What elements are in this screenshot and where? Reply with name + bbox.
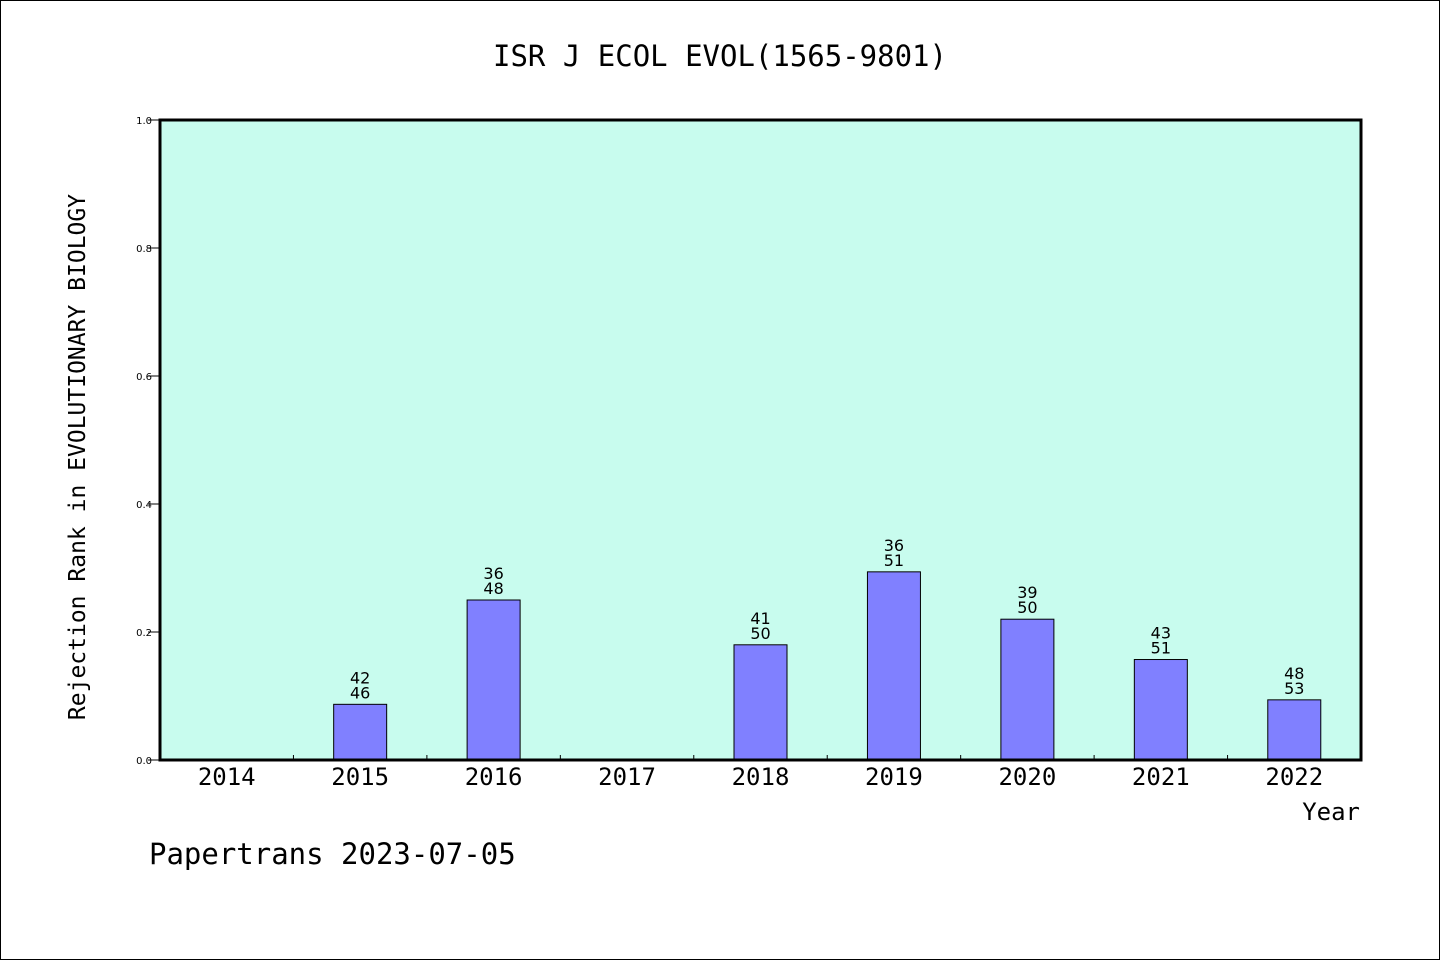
y-tick-label: 0.6 (136, 372, 152, 383)
bar-label-top: 41 (750, 609, 770, 628)
bar (1267, 699, 1322, 761)
bar (1133, 659, 1188, 761)
y-tick-label: 0.4 (136, 500, 152, 511)
y-tick-label: 0.8 (136, 244, 152, 255)
y-tick-label: 0.2 (136, 628, 152, 639)
x-tick-label: 2015 (331, 763, 389, 791)
y-axis: 0.0 0.2 0.4 0.6 0.8 1.0 (136, 116, 160, 767)
bar-label-top: 48 (1284, 664, 1304, 683)
bar-label-top: 43 (1151, 624, 1171, 643)
x-tick-label: 2021 (1132, 763, 1190, 791)
bar-label-bottom: 50 (750, 624, 770, 643)
x-tick-label: 2019 (865, 763, 923, 791)
x-tick-label: 2018 (732, 763, 790, 791)
x-tick-label: 2017 (598, 763, 656, 791)
chart-title: ISR J ECOL EVOL(1565-9801) (493, 39, 947, 73)
bar-label-top: 36 (884, 536, 904, 555)
y-tick-label: 1.0 (136, 116, 152, 127)
bar (733, 644, 788, 761)
x-axis: 2014 2015 2016 2017 2018 2019 2020 2021 2022 (198, 755, 1323, 791)
y-axis-label: Rejection Rank in EVOLUTIONARY BIOLOGY (65, 194, 91, 720)
footer-text: Papertrans 2023-07-05 (149, 837, 516, 871)
x-axis-label: Year (1302, 798, 1360, 826)
bar-label-bottom: 53 (1284, 679, 1304, 698)
bars-group (333, 571, 1322, 761)
bar-label-top: 42 (350, 668, 370, 687)
x-tick-label: 2020 (998, 763, 1056, 791)
bar-label-top: 39 (1017, 583, 1037, 602)
plot-border (158, 118, 1363, 762)
bar-label-bottom: 46 (350, 683, 370, 702)
bar-label-bottom: 51 (1151, 639, 1171, 658)
x-tick-label: 2016 (465, 763, 523, 791)
bar-label-bottom: 50 (1017, 598, 1037, 617)
y-tick-label: 0.0 (136, 756, 152, 767)
bar-label-top: 36 (483, 564, 503, 583)
bar (333, 703, 388, 761)
x-tick-label: 2014 (198, 763, 256, 791)
bar (866, 571, 921, 761)
bar-label-bottom: 48 (483, 579, 503, 598)
x-tick-label: 2022 (1265, 763, 1323, 791)
bar (1000, 618, 1055, 761)
bar-label-bottom: 51 (884, 551, 904, 570)
bar (466, 599, 521, 761)
